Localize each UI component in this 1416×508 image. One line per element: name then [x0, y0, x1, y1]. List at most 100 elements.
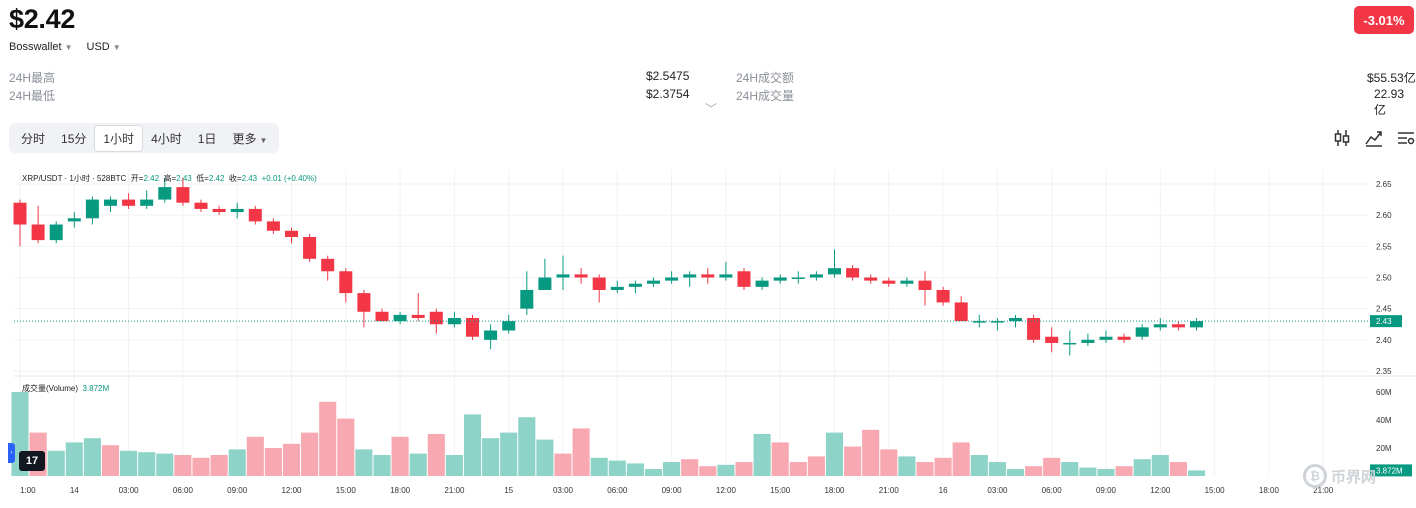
price-chart[interactable]: 2.65 2.60 2.55 2.50 2.45 2.40 2.35 2.43 60M 40M 2… — [0, 160, 1416, 500]
candle-body — [85, 199, 99, 219]
volume-bar — [1025, 466, 1043, 476]
chart-type-icon[interactable] — [1364, 128, 1384, 148]
candle-body — [936, 289, 950, 303]
price-tick-label: 2.55 — [1376, 242, 1392, 251]
candle-body — [158, 187, 172, 200]
exchange-label: Bosswallet — [9, 41, 62, 53]
time-tick-label: 21:00 — [1313, 486, 1334, 495]
volume-bars — [11, 392, 1206, 476]
time-tick-label: 15:00 — [336, 486, 357, 495]
candle-body — [592, 277, 606, 290]
legend-high: 2.43 — [176, 174, 192, 183]
currency-selector[interactable]: USD ▼ — [87, 41, 121, 53]
current-volume-tag — [1370, 464, 1412, 477]
volume-bar — [101, 445, 120, 476]
candle-body — [140, 199, 154, 206]
candle-body — [1099, 336, 1113, 340]
candle-body — [773, 277, 787, 281]
tab-more-label: 更多 — [232, 131, 257, 146]
candle-body — [339, 271, 353, 294]
candle-body — [520, 289, 534, 309]
current-price: $2.42 — [9, 4, 76, 34]
volume-bar — [699, 466, 717, 476]
legend-low-label: 低= — [196, 174, 209, 183]
tab-more[interactable]: 更多 ▼ — [224, 126, 275, 151]
candle-body — [918, 280, 932, 290]
price-tick-label: 2.40 — [1376, 336, 1392, 345]
time-tick-label: 06:00 — [173, 486, 194, 495]
candle-body — [194, 202, 208, 209]
candle-body — [230, 208, 244, 213]
stat-low-label: 24H最低 — [9, 89, 56, 103]
collapse-panel-icon[interactable]: › — [8, 443, 15, 463]
volume-bar — [771, 442, 789, 476]
settings-icon[interactable] — [1396, 128, 1416, 148]
time-tick-label: 06:00 — [607, 486, 628, 495]
candle-body — [1063, 342, 1077, 345]
volume-bar — [807, 456, 825, 476]
time-tick-label: 18:00 — [1259, 486, 1280, 495]
volume-bar — [717, 464, 735, 476]
tab-1h[interactable]: 1小时 — [94, 124, 144, 152]
volume-bar — [1097, 469, 1115, 476]
price-tick-label: 2.45 — [1376, 305, 1392, 314]
volume-bar — [1061, 462, 1079, 476]
tab-4h[interactable]: 4小时 — [151, 131, 182, 146]
candle-body — [972, 321, 986, 323]
chevron-down-icon: ▼ — [112, 43, 121, 52]
volume-tick-label: 40M — [1376, 416, 1392, 425]
candle-body — [610, 286, 624, 290]
time-tick-label: 21:00 — [444, 486, 465, 495]
current-price-tag — [1370, 315, 1402, 328]
volume-bar — [1006, 469, 1025, 476]
volume-bar — [210, 455, 228, 476]
legend-close-label: 收= — [228, 174, 242, 183]
stat-turnover-value: $55.53亿 — [1367, 71, 1416, 85]
expand-chevron-icon[interactable]: ﹀ — [705, 102, 718, 116]
volume-legend-label: 成交量(Volume) — [22, 384, 79, 393]
volume-bar — [355, 449, 373, 476]
volume-bar — [988, 462, 1006, 476]
volume-bar — [1043, 457, 1061, 476]
volume-bar — [862, 429, 880, 476]
tab-1d[interactable]: 1日 — [197, 131, 217, 146]
candle-body — [828, 268, 841, 275]
candle-body — [755, 280, 769, 287]
candle-body — [990, 321, 1004, 323]
volume-bar — [644, 469, 663, 476]
candle-body — [484, 330, 498, 340]
candle-body — [357, 293, 371, 312]
volume-bar — [1133, 459, 1151, 476]
volume-bar — [681, 459, 699, 476]
volume-axis: 60M 40M 20M 3.872M — [1370, 388, 1412, 477]
stat-turnover-label: 24H成交额 — [736, 71, 795, 85]
indicators-icon[interactable] — [1332, 128, 1352, 148]
exchange-selector[interactable]: Bosswallet ▼ — [9, 41, 73, 53]
time-tick-label: 1:00 — [20, 486, 36, 495]
volume-bar — [373, 455, 391, 476]
candle-body — [846, 268, 860, 278]
current-volume-tag-label: 3.872M — [1376, 466, 1403, 475]
candle-body — [104, 199, 117, 206]
candle-body — [122, 199, 136, 206]
tab-timeline[interactable]: 分时 — [21, 131, 46, 146]
candle-body — [502, 321, 516, 331]
candle-body — [954, 302, 968, 322]
candle-body — [266, 221, 280, 231]
candle-body — [556, 274, 570, 278]
candle-body — [882, 280, 896, 284]
candle-body — [1081, 339, 1095, 343]
tab-15m[interactable]: 15分 — [61, 131, 87, 146]
candlesticks — [13, 177, 1203, 356]
price-axis: 2.65 2.60 2.55 2.50 2.45 2.40 2.35 2.43 — [1370, 180, 1402, 376]
candle-body — [628, 283, 642, 287]
legend-open: 2.42 — [143, 174, 160, 183]
volume-bar — [663, 462, 681, 476]
candle-body — [809, 274, 823, 278]
volume-bar — [1079, 467, 1097, 476]
legend-change: +0.01 (+0.40%) — [261, 174, 317, 183]
candle-body — [411, 314, 425, 319]
stat-high-value: $2.5475 — [646, 69, 690, 83]
candle-body — [1027, 318, 1041, 340]
volume-tick-label: 60M — [1376, 388, 1392, 397]
